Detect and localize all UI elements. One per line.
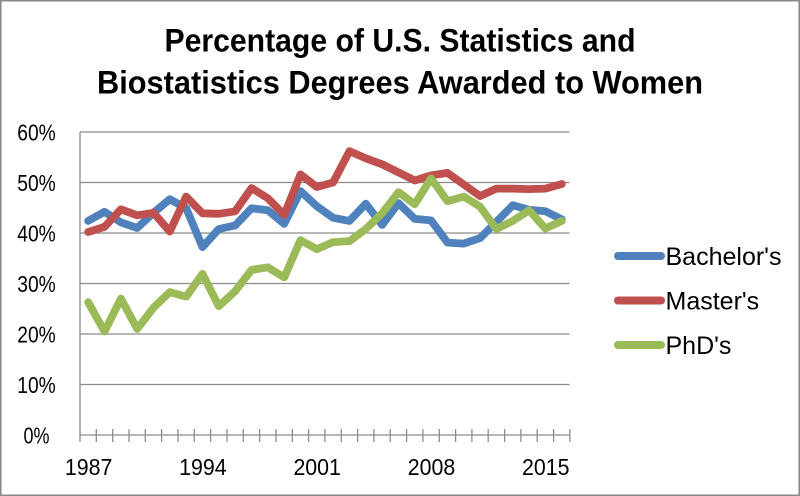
svg-text:0%: 0%: [24, 422, 50, 448]
svg-text:30%: 30%: [17, 271, 56, 297]
svg-text:2008: 2008: [408, 454, 456, 480]
svg-text:Biostatistics Degrees Awarded: Biostatistics Degrees Awarded to Women: [97, 65, 703, 101]
svg-text:1987: 1987: [65, 454, 113, 480]
svg-text:10%: 10%: [17, 372, 56, 398]
svg-text:Bachelor's: Bachelor's: [666, 243, 782, 271]
svg-text:60%: 60%: [17, 119, 56, 145]
svg-text:50%: 50%: [17, 170, 56, 196]
svg-text:2015: 2015: [522, 454, 570, 480]
svg-text:PhD's: PhD's: [666, 332, 732, 360]
svg-text:Percentage of U.S. Statistics: Percentage of U.S. Statistics and: [165, 23, 636, 59]
svg-text:20%: 20%: [17, 321, 56, 347]
svg-text:1994: 1994: [179, 454, 227, 480]
svg-text:40%: 40%: [17, 220, 56, 246]
svg-text:Master's: Master's: [666, 287, 760, 315]
svg-text:2001: 2001: [293, 454, 341, 480]
